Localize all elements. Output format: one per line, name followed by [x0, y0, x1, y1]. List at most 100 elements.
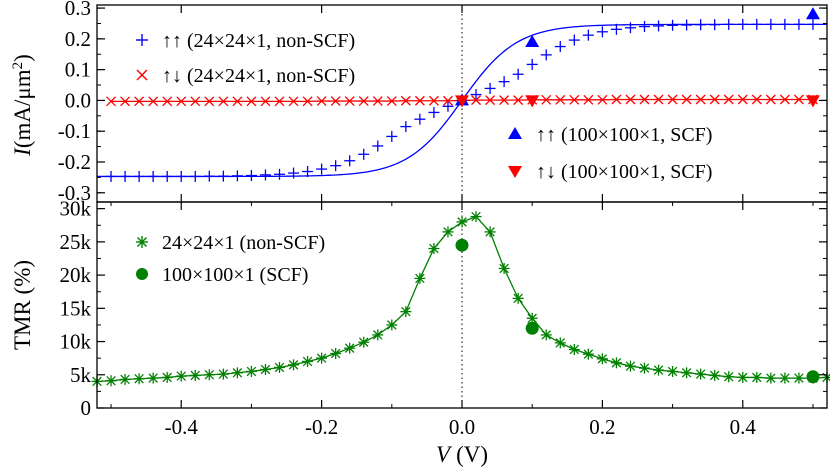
data-point-top-s0-44 [723, 18, 735, 30]
current-unit-exponent: 2 [10, 62, 26, 70]
data-point-bottom-s0-17 [330, 348, 342, 360]
ast-b [246, 366, 257, 377]
x-b [302, 96, 313, 107]
data-point-bottom-s0-24 [428, 243, 440, 255]
data-point-top-s0-6 [189, 170, 201, 182]
ast-b [597, 354, 608, 364]
data-point-top-s1-41 [681, 94, 692, 105]
x-b [372, 96, 383, 106]
x-b [751, 94, 762, 105]
data-point-top-s0-39 [653, 20, 665, 32]
ast-b [162, 372, 172, 383]
data-point-top-s0-17 [344, 155, 356, 167]
ast-b [401, 306, 411, 317]
y-tick-label: 25k [60, 230, 92, 254]
y-tick-label: 10k [60, 330, 92, 354]
y-tick-label: 30k [60, 197, 92, 221]
data-point-bottom-s0-1 [105, 375, 117, 387]
data-point-top-s0-49 [793, 18, 805, 30]
x-b [204, 96, 215, 107]
data-point-bottom-s0-5 [161, 371, 173, 383]
x-b [358, 96, 369, 106]
data-point-top-s3-0 [455, 95, 469, 108]
voltage-symbol: V [436, 442, 453, 467]
x-b [709, 94, 720, 105]
ast-b [387, 320, 397, 330]
data-point-top-s1-34 [583, 94, 594, 105]
x-b [176, 96, 187, 107]
data-point-top-s0-43 [709, 19, 721, 31]
x-b [232, 96, 243, 107]
data-point-top-s0-8 [217, 170, 229, 182]
legend-swatch-triangle-up [508, 127, 522, 139]
ast-b [695, 369, 706, 379]
x-b [428, 95, 439, 106]
y-tick-label: -0.2 [58, 150, 91, 174]
data-point-bottom-s0-15 [302, 355, 314, 367]
data-point-bottom-s0-43 [695, 368, 707, 380]
x-tick-label: -0.4 [165, 415, 199, 439]
data-point-top-s1-43 [709, 94, 720, 105]
data-point-bottom-s0-18 [344, 342, 356, 354]
data-point-top-s1-24 [443, 95, 453, 106]
ast-b [190, 370, 201, 381]
ast-b [527, 313, 537, 324]
data-point-bottom-s0-29 [498, 262, 510, 274]
ast-b [752, 372, 762, 383]
top-plot-area [97, 5, 827, 202]
data-point-top-s0-41 [681, 19, 693, 31]
x-b [386, 96, 397, 106]
legend-label-up-down-non-scf: ↑↓ (24×24×1, non-SCF) [162, 65, 355, 87]
bottom-y-ticks: 0 5k 10k 15k 20k 25k 30k [60, 197, 827, 420]
data-point-top-s1-0 [106, 96, 116, 107]
data-point-bottom-s0-19 [358, 336, 370, 348]
bottom-plot-area [91, 202, 830, 408]
legend-label-up-up-scf: ↑↑ (100×100×1, SCF) [536, 124, 712, 146]
data-point-bottom-s0-38 [624, 360, 636, 372]
data-point-top-s0-7 [203, 170, 215, 182]
ast-b [134, 374, 144, 384]
data-point-top-s1-12 [274, 96, 285, 107]
data-point-top-s0-46 [751, 18, 763, 30]
data-point-top-s1-11 [260, 96, 271, 107]
data-point-top-s1-42 [695, 94, 706, 105]
ast-b [794, 373, 804, 383]
data-point-top-s1-27 [485, 95, 496, 106]
y-tick-label: 0.2 [65, 27, 91, 51]
x-b [485, 95, 496, 106]
legend-bottom-left: 24×24×1 (non-SCF) 100×100×1 (SCF) [136, 232, 325, 286]
data-point-top-s1-20 [386, 96, 397, 106]
ast-b [681, 368, 692, 378]
data-point-bottom-s0-41 [667, 365, 679, 377]
x-b [330, 96, 341, 106]
legend-label-up-down-scf: ↑↓ (100×100×1, SCF) [536, 161, 712, 183]
x-b [513, 95, 524, 106]
data-point-top-s1-8 [218, 96, 229, 107]
data-point-bottom-s0-9 [217, 368, 229, 380]
data-point-top-s1-15 [316, 96, 327, 106]
data-point-top-s1-47 [765, 94, 776, 105]
data-point-top-s0-30 [526, 58, 538, 70]
ast-b [302, 356, 313, 367]
data-point-top-s0-35 [596, 26, 608, 38]
ast-b [513, 293, 523, 304]
ast-b [443, 227, 453, 237]
data-point-top-s0-15 [316, 163, 328, 175]
data-point-top-s0-26 [470, 89, 482, 101]
legend-swatch-asterisk [136, 236, 148, 248]
ast-b [555, 338, 566, 348]
x-b [611, 94, 622, 105]
data-point-bottom-s0-14 [288, 359, 300, 371]
y-tick-label: 0.1 [65, 58, 91, 82]
data-point-top-s1-22 [414, 95, 425, 106]
data-point-top-s0-1 [119, 170, 131, 182]
voltage-unit: (V) [456, 442, 488, 467]
data-point-bottom-s0-49 [779, 372, 791, 384]
data-point-top-s1-14 [302, 96, 313, 107]
x-b [681, 94, 692, 105]
data-point-top-s0-24 [442, 100, 454, 112]
data-point-top-s1-17 [344, 96, 355, 106]
x-b [555, 94, 566, 105]
data-point-bottom-s0-27 [470, 211, 482, 223]
x-b [723, 94, 734, 105]
